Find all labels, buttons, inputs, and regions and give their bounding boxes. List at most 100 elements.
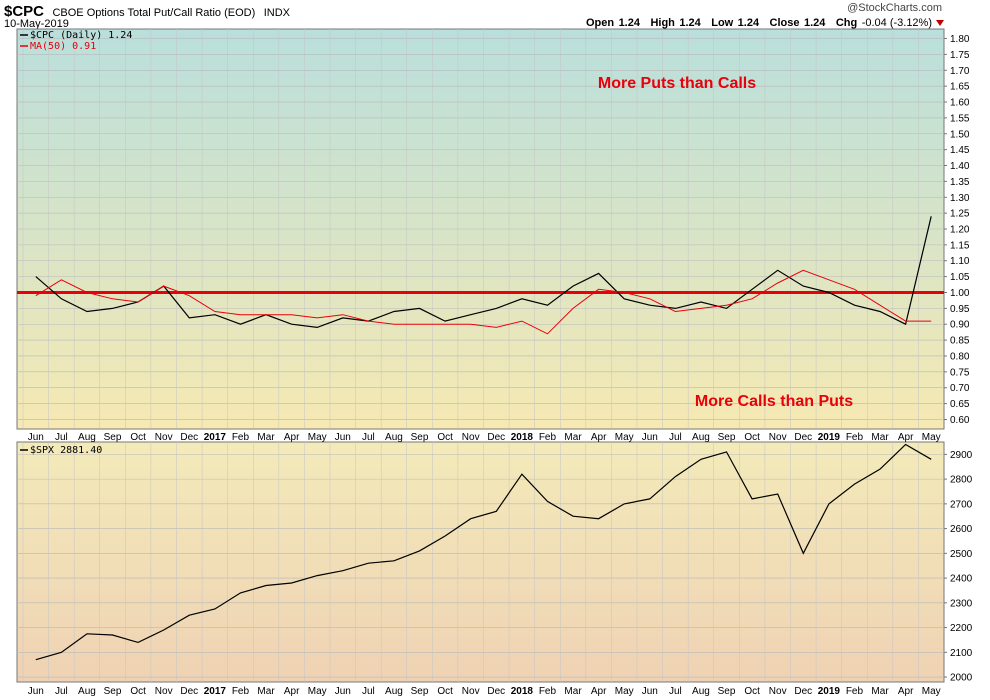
series-line-ma50 (35, 269, 932, 335)
spx-x-tick-label: Oct (130, 686, 146, 697)
cpc-x-tick-label: Dec (794, 432, 812, 443)
cpc-x-axis: Jun Jul Aug Sep Oct Nov Dec 2017 Feb Mar Apr May Jun… (28, 432, 941, 443)
spx-legend: $SPX 2881.40 (20, 445, 102, 456)
cpc-y-tick-label: 1.15 (950, 240, 970, 251)
cpc-y-tick-label: 0.60 (950, 415, 970, 426)
spx-x-tick-label: Jul (362, 686, 375, 697)
cpc-y-tick-label: 1.30 (950, 193, 970, 204)
ohlc-readout: Open 1.24 High 1.24 Low 1.24 Close 1.24 … (586, 13, 932, 30)
cpc-x-tick-label: Mar (564, 432, 582, 443)
cpc-y-tick-label: 1.20 (950, 225, 970, 236)
spx-x-tick-label: Mar (257, 686, 275, 697)
spx-x-tick-label: Sep (104, 686, 122, 697)
spx-x-tick-label: Dec (180, 686, 198, 697)
spx-panel (16, 441, 945, 683)
spx-y-axis: 2000 2100 2200 2300 2400 2500 2600 2700 2800 2900 (944, 450, 973, 684)
spx-x-tick-label: Apr (591, 686, 607, 697)
cpc-y-tick-label: 1.05 (950, 272, 970, 283)
cpc-x-tick-label: Apr (898, 432, 914, 443)
cpc-x-tick-label: Jun (642, 432, 658, 443)
stockcharts-credit: @StockCharts.com (847, 2, 942, 14)
cpc-y-tick-label: 0.90 (950, 320, 970, 331)
spx-y-tick-label: 2100 (950, 648, 973, 659)
cpc-x-tick-label: Aug (692, 432, 710, 443)
cpc-legend: $CPC (Daily) 1.24 MA(50) 0.91 (20, 30, 132, 52)
cpc-x-tick-label: 2017 (204, 432, 227, 443)
spx-x-tick-label: Aug (692, 686, 710, 697)
cpc-y-tick-label: 1.55 (950, 113, 970, 124)
cpc-x-tick-label: Apr (284, 432, 300, 443)
cpc-y-tick-label: 0.95 (950, 304, 970, 315)
cpc-x-tick-label: Dec (180, 432, 198, 443)
cpc-y-tick-label: 0.75 (950, 367, 970, 378)
spx-x-tick-label: Aug (78, 686, 96, 697)
cpc-y-axis: 0.60 0.65 0.70 0.75 0.80 0.85 0.90 0.95 1.00 1.05… (944, 34, 970, 426)
spx-x-tick-label: Jun (335, 686, 351, 697)
down-arrow-icon (936, 20, 944, 26)
cpc-y-tick-label: 0.85 (950, 336, 970, 347)
legend-label-cpc: $CPC (Daily) 1.24 (30, 30, 132, 41)
chart-symbol: $CPC CBOE Options Total Put/Call Ratio (… (4, 3, 291, 20)
spx-x-tick-label: May (615, 686, 634, 697)
cpc-x-tick-label: May (615, 432, 634, 443)
cpc-x-tick-label: Jun (28, 432, 44, 443)
spx-x-tick-label: Mar (871, 686, 889, 697)
cpc-y-tick-label: 1.00 (950, 288, 970, 299)
spx-y-tick-label: 2000 (950, 673, 973, 684)
spx-x-tick-label: May (308, 686, 327, 697)
cpc-x-tick-label: Feb (232, 432, 250, 443)
legend-label-ma50: MA(50) 0.91 (30, 41, 96, 52)
spx-x-tick-label: Aug (385, 686, 403, 697)
cpc-x-tick-label: Oct (130, 432, 146, 443)
cpc-x-tick-label: May (308, 432, 327, 443)
cpc-y-tick-label: 1.60 (950, 98, 970, 109)
spx-x-tick-label: Nov (769, 686, 787, 697)
cpc-x-tick-label: Mar (871, 432, 889, 443)
cpc-y-tick-label: 1.25 (950, 209, 970, 220)
spx-x-tick-label: Nov (155, 686, 173, 697)
spx-gridlines (17, 442, 944, 682)
cpc-y-tick-label: 1.70 (950, 66, 970, 77)
spx-x-tick-label: Jun (28, 686, 44, 697)
cpc-y-tick-label: 0.65 (950, 399, 970, 410)
cpc-x-tick-label: Nov (769, 432, 787, 443)
spx-x-tick-label: Mar (564, 686, 582, 697)
cpc-x-tick-label: Nov (462, 432, 480, 443)
cpc-x-tick-label: Feb (539, 432, 557, 443)
cpc-x-tick-label: Oct (744, 432, 760, 443)
cpc-x-tick-label: Aug (78, 432, 96, 443)
cpc-x-tick-label: Nov (155, 432, 173, 443)
spx-x-tick-label: Dec (487, 686, 505, 697)
spx-x-tick-label: Jul (55, 686, 68, 697)
cpc-y-tick-label: 1.50 (950, 129, 970, 140)
cpc-x-tick-label: Dec (487, 432, 505, 443)
spx-x-tick-label: Sep (718, 686, 736, 697)
spx-x-tick-label: Apr (284, 686, 300, 697)
cpc-x-tick-label: Sep (718, 432, 736, 443)
cpc-y-tick-label: 1.10 (950, 256, 970, 267)
cpc-y-tick-label: 1.35 (950, 177, 970, 188)
spx-x-tick-label: Feb (232, 686, 250, 697)
spx-x-tick-label: 2019 (818, 686, 841, 697)
spx-x-tick-label: Feb (846, 686, 864, 697)
annotation-more-calls: More Calls than Puts (695, 393, 853, 410)
spx-y-tick-label: 2400 (950, 574, 973, 585)
spx-y-tick-label: 2600 (950, 524, 973, 535)
spx-x-tick-label: May (922, 686, 941, 697)
cpc-x-tick-label: Aug (385, 432, 403, 443)
spx-x-tick-label: Feb (539, 686, 557, 697)
spx-y-tick-label: 2500 (950, 549, 973, 560)
spx-x-tick-label: Dec (794, 686, 812, 697)
spx-x-tick-label: 2017 (204, 686, 227, 697)
spx-y-tick-label: 2200 (950, 623, 973, 634)
cpc-y-tick-label: 1.65 (950, 82, 970, 93)
cpc-y-tick-label: 1.75 (950, 50, 970, 61)
spx-y-tick-label: 2700 (950, 499, 973, 510)
cpc-x-tick-label: Mar (257, 432, 275, 443)
cpc-x-tick-label: Jul (55, 432, 68, 443)
spx-x-axis: Jun Jul Aug Sep Oct Nov Dec 2017 Feb Mar Apr May Jun… (28, 686, 941, 697)
cpc-y-tick-label: 1.40 (950, 161, 970, 172)
annotation-more-puts: More Puts than Calls (598, 75, 756, 92)
legend-label-spx: $SPX 2881.40 (30, 445, 102, 456)
